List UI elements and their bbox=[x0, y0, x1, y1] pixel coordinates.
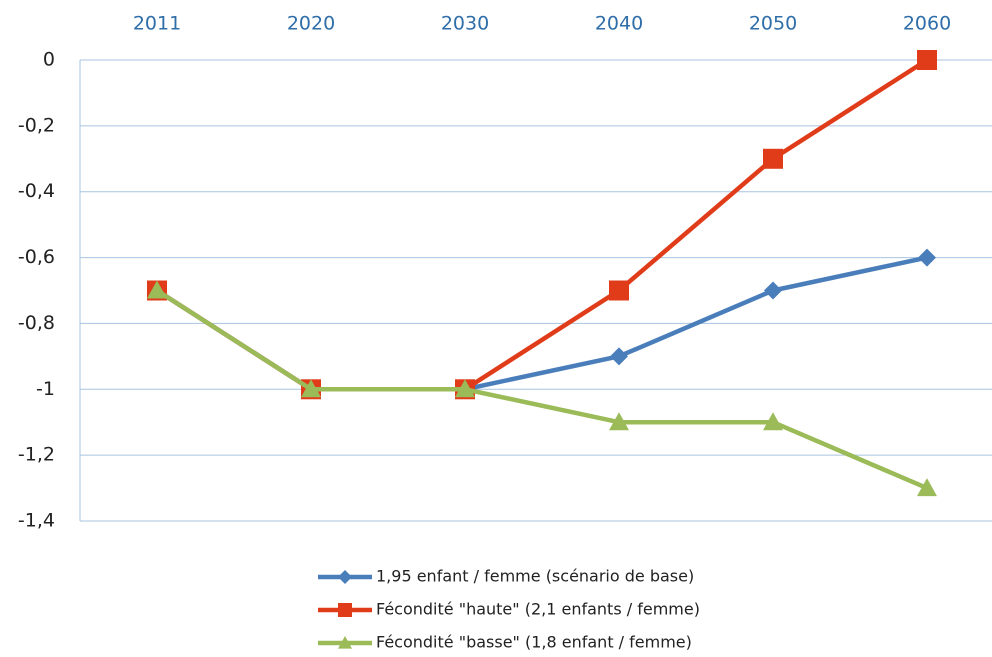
x-tick-label: 2040 bbox=[595, 13, 643, 35]
legend-label: Fécondité "haute" (2,1 enfants / femme) bbox=[376, 600, 700, 619]
marker bbox=[610, 347, 628, 366]
x-tick-label: 2011 bbox=[133, 13, 181, 35]
y-tick-label: -1,2 bbox=[18, 444, 55, 466]
y-tick-label: -0,6 bbox=[18, 246, 55, 268]
marker bbox=[763, 412, 783, 431]
marker bbox=[918, 248, 936, 267]
x-tick-label: 2060 bbox=[903, 13, 951, 35]
marker bbox=[147, 280, 167, 299]
marker bbox=[609, 280, 629, 301]
series-line bbox=[155, 288, 928, 491]
x-tick-label: 2020 bbox=[287, 13, 335, 35]
y-tick-label: -1,4 bbox=[18, 510, 55, 532]
x-tick-label: 2050 bbox=[749, 13, 797, 35]
marker bbox=[917, 478, 937, 497]
series-line bbox=[155, 58, 929, 392]
y-tick-label: -1 bbox=[36, 378, 55, 400]
y-tick-label: -0,2 bbox=[18, 114, 55, 136]
legend-label: Fécondité "basse" (1,8 enfant / femme) bbox=[376, 633, 692, 652]
marker bbox=[338, 603, 352, 617]
marker bbox=[609, 412, 629, 431]
legend-label: 1,95 enfant / femme (scénario de base) bbox=[376, 567, 694, 586]
marker bbox=[763, 148, 783, 169]
marker bbox=[455, 379, 475, 398]
marker bbox=[338, 570, 352, 584]
x-tick-label: 2030 bbox=[441, 13, 489, 35]
marker bbox=[301, 379, 321, 398]
y-tick-label: 0 bbox=[43, 49, 55, 71]
y-tick-label: -0,4 bbox=[18, 180, 55, 202]
marker bbox=[917, 50, 937, 70]
marker bbox=[764, 281, 782, 300]
marker bbox=[338, 636, 352, 649]
y-tick-label: -0,8 bbox=[18, 312, 55, 334]
